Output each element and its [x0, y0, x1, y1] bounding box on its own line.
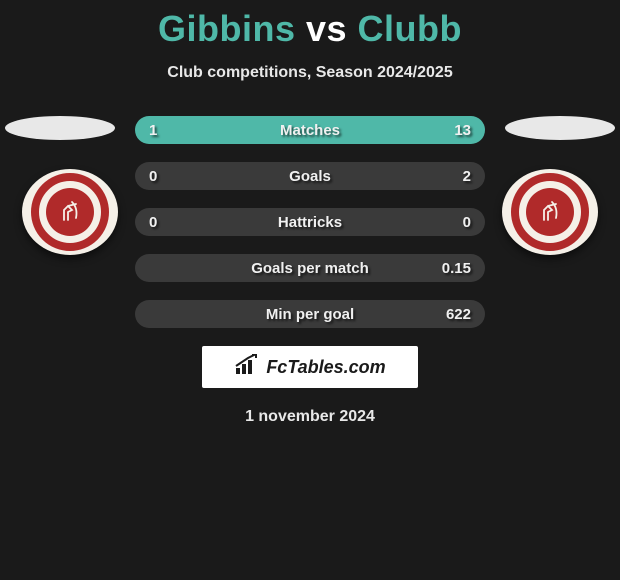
stat-value-right: 0: [416, 214, 471, 231]
stat-row: Min per goal622: [135, 300, 485, 328]
subtitle: Club competitions, Season 2024/2025: [0, 64, 620, 82]
stat-value-left: 0: [149, 214, 204, 231]
page-title: Gibbins vs Clubb: [0, 0, 620, 50]
stat-label: Goals per match: [204, 260, 416, 277]
stat-label: Hattricks: [204, 214, 416, 231]
badge-inner: [46, 188, 94, 236]
brand-logo[interactable]: FcTables.com: [202, 346, 418, 388]
player1-name: Gibbins: [158, 8, 296, 49]
stat-value-right: 0.15: [416, 260, 471, 277]
archer-icon: [538, 200, 562, 224]
ellipse-left: [5, 116, 115, 140]
stat-value-right: 13: [416, 122, 471, 139]
stat-value-right: 2: [416, 168, 471, 185]
stat-row: 0Goals2: [135, 162, 485, 190]
brand-text: FcTables.com: [266, 357, 385, 378]
badge-outer: [502, 169, 598, 255]
stat-label: Goals: [204, 168, 416, 185]
archer-icon: [58, 200, 82, 224]
player2-name: Clubb: [358, 8, 462, 49]
chart-icon: [234, 354, 260, 381]
badge-outer: [22, 169, 118, 255]
stat-row: 0Hattricks0: [135, 208, 485, 236]
stat-label: Min per goal: [204, 306, 416, 323]
stat-value-left: 1: [149, 122, 204, 139]
stat-value-right: 622: [416, 306, 471, 323]
badge-ring: [511, 173, 589, 251]
badge-inner: [526, 188, 574, 236]
ellipse-right: [505, 116, 615, 140]
stat-label: Matches: [204, 122, 416, 139]
badge-ring: [31, 173, 109, 251]
club-badge-right: [500, 168, 600, 256]
main-panel: 1Matches130Goals20Hattricks0Goals per ma…: [0, 116, 620, 426]
stats-list: 1Matches130Goals20Hattricks0Goals per ma…: [135, 116, 485, 328]
stat-row: Goals per match0.15: [135, 254, 485, 282]
stat-row: 1Matches13: [135, 116, 485, 144]
vs-text: vs: [306, 8, 347, 49]
club-badge-left: [20, 168, 120, 256]
stat-value-left: 0: [149, 168, 204, 185]
date-text: 1 november 2024: [0, 408, 620, 426]
